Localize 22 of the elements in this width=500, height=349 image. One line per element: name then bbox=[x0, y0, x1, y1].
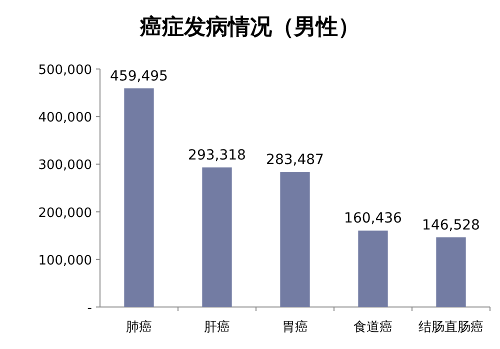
data-label: 283,487 bbox=[266, 152, 324, 168]
y-tick-label: 200,000 bbox=[38, 206, 92, 221]
bar bbox=[358, 230, 388, 307]
bar bbox=[124, 88, 154, 307]
data-label: 146,528 bbox=[422, 217, 480, 234]
y-tick-label: 300,000 bbox=[38, 158, 92, 174]
bar bbox=[202, 167, 232, 307]
data-label: 459,495 bbox=[110, 68, 168, 84]
data-label: 160,436 bbox=[344, 210, 402, 227]
x-tick-label: 肝癌 bbox=[204, 320, 230, 335]
x-tick-label: 胃癌 bbox=[282, 320, 308, 335]
y-tick-label: 100,000 bbox=[38, 253, 92, 268]
x-tick-label: 肺癌 bbox=[126, 320, 152, 335]
x-tick-label: 结肠直肠癌 bbox=[418, 320, 484, 335]
chart-title: 癌症发病情况（男性） bbox=[139, 14, 360, 40]
y-tick-label: 400,000 bbox=[38, 110, 92, 126]
x-tick-label: 食道癌 bbox=[354, 320, 392, 335]
y-tick-label: - bbox=[87, 301, 92, 316]
bar bbox=[280, 172, 310, 307]
bar bbox=[436, 237, 466, 307]
data-label: 293,318 bbox=[188, 147, 246, 164]
y-tick-label: 500,000 bbox=[38, 63, 92, 78]
